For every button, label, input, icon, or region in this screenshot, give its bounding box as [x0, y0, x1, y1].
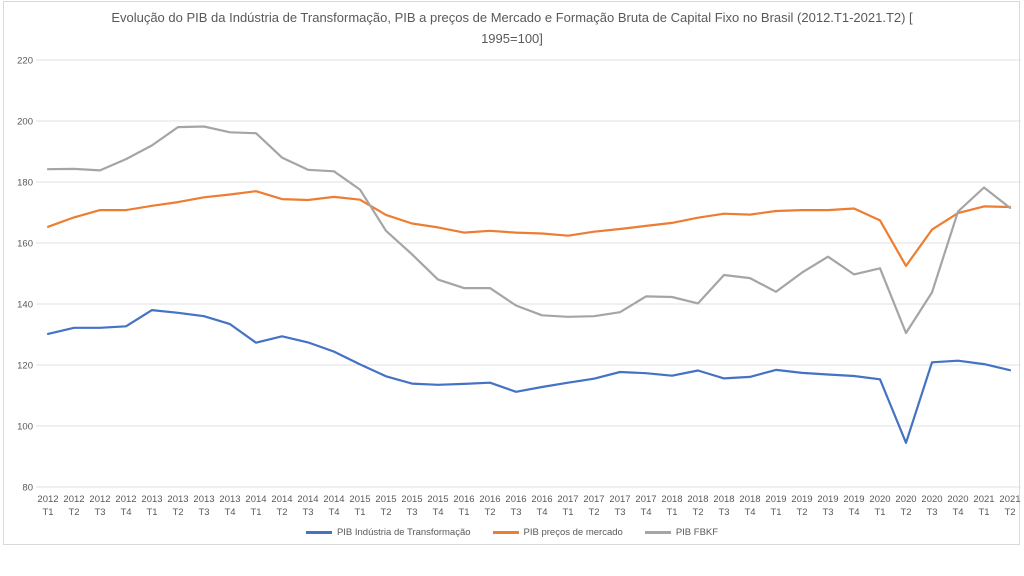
x-axis-tick-label: 2020 T2 — [895, 494, 916, 518]
x-axis-tick-label: 2012 T2 — [63, 494, 84, 518]
x-axis-tick-label: 2014 T3 — [297, 494, 318, 518]
x-axis-tick-label: 2018 T4 — [739, 494, 760, 518]
x-axis-tick-label: 2021 T2 — [999, 494, 1020, 518]
x-axis-tick-label: 2014 T2 — [271, 494, 292, 518]
x-axis-tick-label: 2019 T3 — [817, 494, 838, 518]
y-axis-tick-label: 200 — [17, 117, 33, 128]
x-axis-tick-label: 2018 T3 — [713, 494, 734, 518]
x-axis-tick-label: 2017 T4 — [635, 494, 656, 518]
chart-border — [3, 1, 1020, 545]
x-axis-tick-label: 2012 T1 — [37, 494, 58, 518]
y-axis-tick-label: 180 — [17, 178, 33, 189]
legend-line-swatch-blue — [305, 531, 332, 534]
x-axis-tick-label: 2014 T4 — [323, 494, 344, 518]
x-axis-tick-label: 2016 T3 — [505, 494, 526, 518]
x-axis-tick-label: 2015 T4 — [427, 494, 448, 518]
y-axis-tick-label: 140 — [17, 300, 33, 311]
x-axis-tick-label: 2021 T1 — [973, 494, 994, 518]
x-axis-tick-label: 2012 T3 — [89, 494, 110, 518]
x-axis-tick-label: 2016 T1 — [453, 494, 474, 518]
legend-item-pib-precos-mercado[interactable]: PIB preços de mercado — [492, 527, 623, 538]
y-axis-tick-label: 80 — [22, 483, 33, 494]
y-axis-tick-label: 100 — [17, 422, 33, 433]
x-axis-tick-label: 2013 T1 — [141, 494, 162, 518]
y-axis-tick-label: 120 — [17, 361, 33, 372]
x-axis-tick-label: 2017 T2 — [583, 494, 604, 518]
x-axis-tick-label: 2018 T1 — [661, 494, 682, 518]
y-axis-tick-label: 220 — [17, 56, 33, 67]
x-axis-tick-label: 2015 T1 — [349, 494, 370, 518]
x-axis-tick-label: 2020 T4 — [947, 494, 968, 518]
legend-item-pib-fbkf[interactable]: PIB FBKF — [644, 527, 719, 538]
legend-item-pib-industria[interactable]: PIB Indústria de Transformação — [305, 527, 471, 538]
x-axis-tick-label: 2015 T3 — [401, 494, 422, 518]
x-axis-tick-label: 2016 T2 — [479, 494, 500, 518]
legend: PIB Indústria de Transformação PIB preço… — [0, 527, 1024, 538]
x-axis-tick-label: 2018 T2 — [687, 494, 708, 518]
x-axis-tick-label: 2016 T4 — [531, 494, 552, 518]
series-line-pib-fbkf — [46, 125, 1012, 335]
x-axis-tick-label: 2020 T1 — [869, 494, 890, 518]
x-axis-tick-label: 2014 T1 — [245, 494, 266, 518]
x-axis-tick-label: 2013 T4 — [219, 494, 240, 518]
legend-label-pib-industria: PIB Indústria de Transformação — [336, 527, 471, 538]
x-axis-tick-label: 2019 T1 — [765, 494, 786, 518]
legend-label-pib-precos-mercado: PIB preços de mercado — [523, 527, 623, 538]
legend-line-swatch-gray — [644, 531, 671, 534]
x-axis-tick-label: 2019 T4 — [843, 494, 864, 518]
chart-title: Evolução do PIB da Indústria de Transfor… — [111, 10, 913, 46]
x-axis-tick-label: 2013 T2 — [167, 494, 188, 518]
series-line-pib-pre-os-de-mercado — [46, 190, 1012, 267]
x-axis-tick-label: 2012 T4 — [115, 494, 136, 518]
legend-label-pib-fbkf: PIB FBKF — [675, 527, 719, 538]
series-line-pib-ind-stria-de-transforma-o — [46, 309, 1012, 444]
x-axis-tick-label: 2013 T3 — [193, 494, 214, 518]
x-axis-tick-label: 2020 T3 — [921, 494, 942, 518]
x-axis-tick-label: 2017 T1 — [557, 494, 578, 518]
legend-line-swatch-orange — [492, 531, 519, 534]
x-axis-tick-label: 2019 T2 — [791, 494, 812, 518]
x-axis-tick-label: 2015 T2 — [375, 494, 396, 518]
x-axis-tick-label: 2017 T3 — [609, 494, 630, 518]
y-axis-tick-label: 160 — [17, 239, 33, 250]
